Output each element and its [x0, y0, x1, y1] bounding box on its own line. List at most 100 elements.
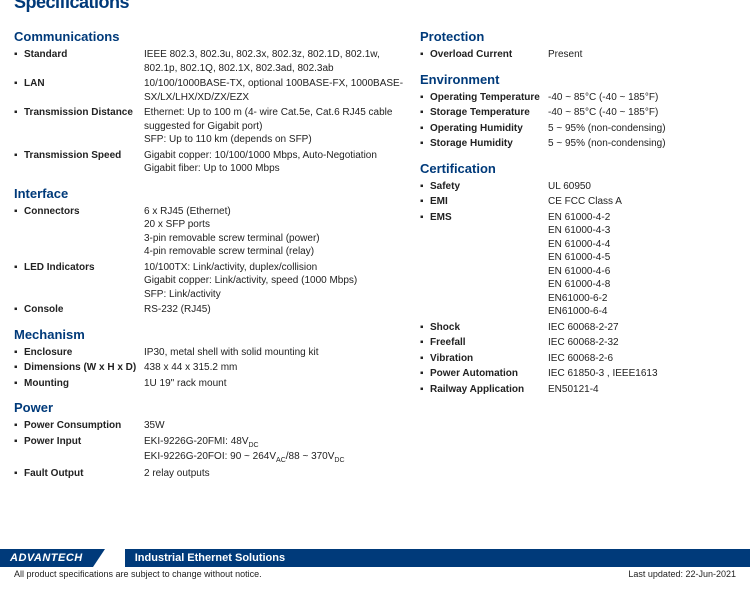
spec-value: IEC 61850-3 , IEEE1613 [548, 367, 736, 381]
spec-value: EN50121-4 [548, 383, 736, 397]
spec-value: 1U 19" rack mount [144, 377, 404, 391]
spec-value-line: 3-pin removable screw terminal (power) [144, 232, 404, 246]
spec-label: EMS [430, 211, 548, 225]
spec-value: 10/100/1000BASE-TX, optional 100BASE-FX,… [144, 77, 404, 104]
spec-value: Present [548, 48, 736, 62]
spec-label: Console [24, 303, 144, 317]
spec-value-line: EN 61000-4-2 [548, 211, 736, 225]
bullet-icon: ▪ [420, 352, 430, 366]
spec-row: ▪Mounting1U 19" rack mount [14, 377, 404, 391]
spec-row: ▪Power Consumption35W [14, 419, 404, 433]
spec-row: ▪Connectors6 x RJ45 (Ethernet)20 x SFP p… [14, 205, 404, 259]
spec-row: ▪EMICE FCC Class A [420, 195, 736, 209]
section-title: Mechanism [14, 327, 404, 342]
spec-label: LED Indicators [24, 261, 144, 275]
spec-row: ▪Transmission SpeedGigabit copper: 10/10… [14, 149, 404, 176]
spec-row: ▪Operating Temperature-40 ~ 85°C (-40 ~ … [420, 91, 736, 105]
spec-value: 6 x RJ45 (Ethernet)20 x SFP ports3-pin r… [144, 205, 404, 259]
bullet-icon: ▪ [14, 467, 24, 481]
spec-label: Freefall [430, 336, 548, 350]
bullet-icon: ▪ [420, 122, 430, 136]
last-updated: Last updated: 22-Jun-2021 [628, 569, 736, 579]
spec-value: 5 ~ 95% (non-condensing) [548, 137, 736, 151]
spec-row: ▪Fault Output2 relay outputs [14, 467, 404, 481]
spec-value-line: -40 ~ 85°C (-40 ~ 185°F) [548, 91, 736, 105]
spec-value-line: IEEE 802.3, 802.3u, 802.3x, 802.3z, 802.… [144, 48, 404, 75]
spec-value: IEC 60068-2-32 [548, 336, 736, 350]
spec-value: RS-232 (RJ45) [144, 303, 404, 317]
spec-label: Mounting [24, 377, 144, 391]
spec-value-line: EN 61000-4-3 [548, 224, 736, 238]
footer: ADVANTECH Industrial Ethernet Solutions … [0, 549, 750, 583]
footer-text: All product specifications are subject t… [0, 567, 750, 583]
spec-row: ▪EMSEN 61000-4-2EN 61000-4-3EN 61000-4-4… [420, 211, 736, 319]
right-column: Protection▪Overload CurrentPresentEnviro… [420, 19, 736, 483]
spec-label: Vibration [430, 352, 548, 366]
spec-row: ▪Railway ApplicationEN50121-4 [420, 383, 736, 397]
spec-value-line: 4-pin removable screw terminal (relay) [144, 245, 404, 259]
spec-value-line: IEC 60068-2-6 [548, 352, 736, 366]
spec-label: Connectors [24, 205, 144, 219]
spec-row: ▪ConsoleRS-232 (RJ45) [14, 303, 404, 317]
spec-label: Standard [24, 48, 144, 62]
footer-bar: ADVANTECH Industrial Ethernet Solutions [0, 549, 750, 567]
spec-value-line: IEC 60068-2-32 [548, 336, 736, 350]
spec-value-line: 5 ~ 95% (non-condensing) [548, 137, 736, 151]
spec-value: -40 ~ 85°C (-40 ~ 185°F) [548, 91, 736, 105]
spec-label: Power Consumption [24, 419, 144, 433]
spec-value: -40 ~ 85°C (-40 ~ 185°F) [548, 106, 736, 120]
spec-value: 10/100TX: Link/activity, duplex/collisio… [144, 261, 404, 302]
spec-value-line: Gigabit copper: 10/100/1000 Mbps, Auto-N… [144, 149, 404, 163]
bullet-icon: ▪ [420, 48, 430, 62]
spec-label: Storage Humidity [430, 137, 548, 151]
bullet-icon: ▪ [14, 106, 24, 120]
spec-value: EN 61000-4-2EN 61000-4-3EN 61000-4-4EN 6… [548, 211, 736, 319]
spec-value-line: IEC 61850-3 , IEEE1613 [548, 367, 736, 381]
spec-value: IEC 60068-2-6 [548, 352, 736, 366]
bullet-icon: ▪ [420, 195, 430, 209]
spec-value: 2 relay outputs [144, 467, 404, 481]
spec-value-line: EN 61000-4-6 [548, 265, 736, 279]
spec-row: ▪EnclosureIP30, metal shell with solid m… [14, 346, 404, 360]
left-column: Communications▪StandardIEEE 802.3, 802.3… [14, 19, 404, 483]
footer-band: Industrial Ethernet Solutions [125, 549, 750, 567]
bullet-icon: ▪ [14, 149, 24, 163]
spec-value-line: -40 ~ 85°C (-40 ~ 185°F) [548, 106, 736, 120]
spec-value-line: EKI-9226G-20FMI: 48VDC [144, 435, 404, 450]
bullet-icon: ▪ [14, 303, 24, 317]
spec-value-line: 20 x SFP ports [144, 218, 404, 232]
spec-label: Overload Current [430, 48, 548, 62]
spec-label: Operating Temperature [430, 91, 548, 105]
spec-row: ▪StandardIEEE 802.3, 802.3u, 802.3x, 802… [14, 48, 404, 75]
spec-row: ▪LAN10/100/1000BASE-TX, optional 100BASE… [14, 77, 404, 104]
spec-row: ▪ShockIEC 60068-2-27 [420, 321, 736, 335]
spec-row: ▪Operating Humidity5 ~ 95% (non-condensi… [420, 122, 736, 136]
spec-value-line: SFP: Up to 110 km (depends on SFP) [144, 133, 404, 147]
spec-label: Transmission Speed [24, 149, 144, 163]
spec-label: Transmission Distance [24, 106, 144, 120]
spec-value-line: 10/100TX: Link/activity, duplex/collisio… [144, 261, 404, 275]
spec-value-line: 35W [144, 419, 404, 433]
bullet-icon: ▪ [420, 106, 430, 120]
spec-value-line: UL 60950 [548, 180, 736, 194]
spec-row: ▪Power AutomationIEC 61850-3 , IEEE1613 [420, 367, 736, 381]
bullet-icon: ▪ [420, 383, 430, 397]
brand-logo: ADVANTECH [0, 549, 93, 567]
spec-value-line: RS-232 (RJ45) [144, 303, 404, 317]
bullet-icon: ▪ [14, 377, 24, 391]
spec-row: ▪Storage Humidity5 ~ 95% (non-condensing… [420, 137, 736, 151]
spec-label: Shock [430, 321, 548, 335]
spec-row: ▪Dimensions (W x H x D)438 x 44 x 315.2 … [14, 361, 404, 375]
spec-row: ▪LED Indicators10/100TX: Link/activity, … [14, 261, 404, 302]
spec-value-line: SFP: Link/activity [144, 288, 404, 302]
section-title: Environment [420, 72, 736, 87]
spec-value: UL 60950 [548, 180, 736, 194]
spec-label: EMI [430, 195, 548, 209]
spec-value: EKI-9226G-20FMI: 48VDCEKI-9226G-20FOI: 9… [144, 435, 404, 466]
spec-row: ▪Transmission DistanceEthernet: Up to 10… [14, 106, 404, 147]
spec-value-line: Gigabit copper: Link/activity, speed (10… [144, 274, 404, 288]
spec-label: Railway Application [430, 383, 548, 397]
spec-label: Operating Humidity [430, 122, 548, 136]
spec-value: Ethernet: Up to 100 m (4- wire Cat.5e, C… [144, 106, 404, 147]
spec-row: ▪Storage Temperature-40 ~ 85°C (-40 ~ 18… [420, 106, 736, 120]
